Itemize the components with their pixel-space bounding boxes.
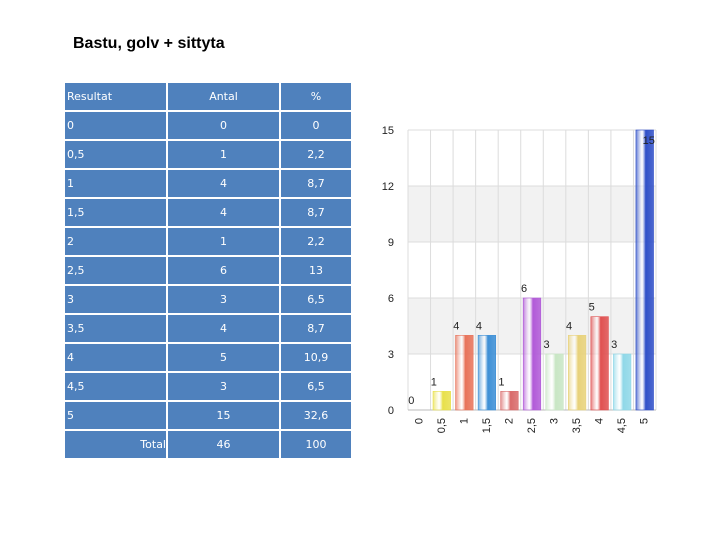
table-row: 2,5 6 13 [65,257,353,286]
table-row: 0,5 1 2,2 [65,141,353,170]
x-tick-label: 4 [594,418,606,424]
table-cell: 4 [168,199,281,228]
table-cell: Total [65,431,168,460]
data-label: 15 [643,135,655,147]
data-label: 3 [543,339,549,351]
table-cell: 6 [168,257,281,286]
table-cell: 46 [168,431,281,460]
results-table: Resultat Antal% 0 0 0 0,5 1 2,2 1 4 8,7 1,5 4 8,7 2 1 2,… [65,83,353,460]
table-cell: 2,2 [281,228,353,257]
table-cell: 3 [168,373,281,402]
grid-band [408,186,656,242]
table-cell: 2,2 [281,141,353,170]
table-header-row: Resultat Antal% [65,83,353,112]
x-tick-label: 5 [639,418,651,424]
chart-labels: 036912150010,54141,51262,53343,55434,515… [382,125,655,433]
table-cell: 13 [281,257,353,286]
bar-chart-svg: 036912150010,54141,51262,53343,55434,515… [382,125,657,433]
x-tick-label: 0 [413,418,425,424]
table-cell: 4 [168,315,281,344]
table-cell: 0 [281,112,353,141]
table-cell: 1,5 [65,199,168,228]
table-cell: 4 [168,170,281,199]
data-label: 4 [453,320,459,332]
table-cell: 8,7 [281,170,353,199]
table-cell: 4 [65,344,168,373]
x-tick-label: 3,5 [571,418,583,433]
table-row: 4,5 3 6,5 [65,373,353,402]
y-tick-label: 9 [388,237,394,249]
x-tick-label: 4,5 [616,418,628,433]
bar [455,335,474,411]
table-cell: 15 [168,402,281,431]
page-title: Bastu, golv + sittyta [73,35,225,52]
table-cell: 2 [65,228,168,257]
bar [613,353,632,411]
table-cell: Antal [168,83,281,112]
table-cell: 1 [168,141,281,170]
table-cell: 3 [168,286,281,315]
table-cell: 8,7 [281,199,353,228]
bar-chart: 0 3 6 9 12 15 0 0 1 0,5 4 1 4 1,5 1 2 6 2,5 3 3 4 3,5 5 4 3 4,5 15… [368,118,668,438]
table-cell: 4,5 [65,373,168,402]
table-row: 1,5 4 8,7 [65,199,353,228]
table-cell: 0 [65,112,168,141]
bar [635,129,654,411]
data-label: 4 [566,320,572,332]
bar [500,391,519,411]
chart-bars [432,129,654,411]
data-label: 1 [431,376,437,388]
table-cell: 6,5 [281,286,353,315]
x-tick-label: 1 [458,418,470,424]
table-cell: % [281,83,353,112]
table-row: 2 1 2,2 [65,228,353,257]
table-cell: 3,5 [65,315,168,344]
bar [567,335,587,411]
table-cell: Resultat [65,83,168,112]
table-cell: 2,5 [65,257,168,286]
table-total-row: Total 46 100 [65,431,353,460]
table-cell: 0 [168,112,281,141]
table-row: 3 3 6,5 [65,286,353,315]
table-row: 1 4 8,7 [65,170,353,199]
data-label: 3 [611,339,617,351]
bar [432,391,451,411]
x-tick-label: 2,5 [526,418,538,433]
data-label: 4 [476,320,482,332]
table-cell: 3 [65,286,168,315]
table-cell: 5 [65,402,168,431]
bar [522,297,542,411]
table-cell: 6,5 [281,373,353,402]
bar [477,335,497,411]
table-cell: 10,9 [281,344,353,373]
table-cell: 5 [168,344,281,373]
x-tick-label: 2 [503,418,515,424]
table-cell: 100 [281,431,353,460]
table-cell: 1 [65,170,168,199]
y-tick-label: 0 [388,405,394,417]
bar [590,316,609,411]
y-tick-label: 3 [388,349,394,361]
y-tick-label: 6 [388,293,394,305]
table-row: 3,5 4 8,7 [65,315,353,344]
data-label: 6 [521,283,527,295]
table-cell: 1 [168,228,281,257]
x-tick-label: 3 [549,418,561,424]
table-row: 5 15 32,6 [65,402,353,431]
table-cell: 0,5 [65,141,168,170]
table-cell: 32,6 [281,402,353,431]
bar [545,353,564,411]
y-tick-label: 15 [382,125,394,137]
table-cell: 8,7 [281,315,353,344]
x-tick-label: 0,5 [436,418,448,433]
table-row: 4 5 10,9 [65,344,353,373]
data-label: 1 [498,376,504,388]
y-tick-label: 12 [382,181,394,193]
x-tick-label: 1,5 [481,418,493,433]
data-label: 0 [408,395,414,407]
data-label: 5 [589,302,595,314]
